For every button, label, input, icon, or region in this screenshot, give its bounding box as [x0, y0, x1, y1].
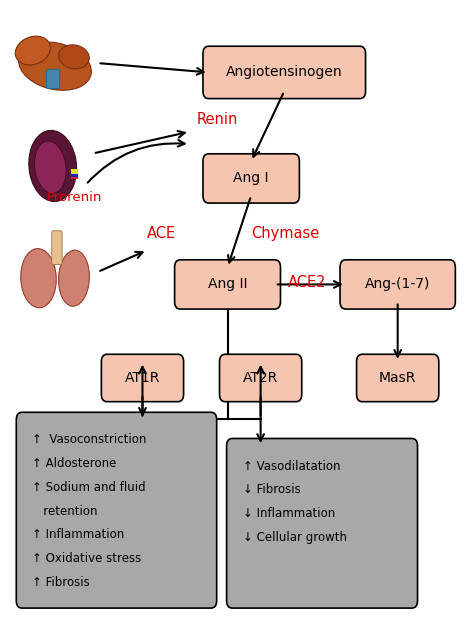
Bar: [71, 172, 78, 176]
Text: ACE2: ACE2: [288, 275, 326, 290]
Text: ↑  Vasoconstriction: ↑ Vasoconstriction: [32, 434, 147, 446]
Text: retention: retention: [32, 504, 98, 518]
FancyBboxPatch shape: [227, 439, 418, 608]
FancyBboxPatch shape: [203, 46, 365, 99]
Text: ↓ Fibrosis: ↓ Fibrosis: [243, 483, 301, 496]
Ellipse shape: [35, 141, 66, 193]
Text: Prorenin: Prorenin: [46, 191, 101, 204]
Bar: [71, 169, 78, 174]
Text: AT1R: AT1R: [125, 371, 160, 385]
Text: ↑ Oxidative stress: ↑ Oxidative stress: [32, 552, 142, 565]
FancyBboxPatch shape: [356, 354, 439, 402]
FancyBboxPatch shape: [101, 354, 183, 402]
FancyBboxPatch shape: [52, 231, 62, 264]
Bar: [71, 174, 78, 179]
Text: Ang I: Ang I: [233, 171, 269, 186]
Text: Angiotensinogen: Angiotensinogen: [226, 66, 343, 79]
Text: ↑ Aldosterone: ↑ Aldosterone: [32, 457, 117, 470]
Ellipse shape: [58, 250, 90, 306]
Text: ↑ Vasodilatation: ↑ Vasodilatation: [243, 459, 340, 472]
Text: ↑ Sodium and fluid: ↑ Sodium and fluid: [32, 481, 146, 494]
FancyBboxPatch shape: [203, 154, 300, 203]
Text: ↓ Inflammation: ↓ Inflammation: [243, 507, 335, 520]
FancyBboxPatch shape: [340, 260, 456, 309]
Text: MasR: MasR: [379, 371, 416, 385]
Ellipse shape: [29, 131, 77, 201]
Text: Renin: Renin: [197, 112, 238, 127]
Ellipse shape: [21, 249, 56, 308]
Text: ↑ Inflammation: ↑ Inflammation: [32, 528, 125, 541]
Text: Chymase: Chymase: [251, 226, 319, 241]
Text: Ang-(1-7): Ang-(1-7): [365, 278, 430, 291]
FancyBboxPatch shape: [16, 412, 217, 608]
Ellipse shape: [59, 45, 89, 69]
Text: AT2R: AT2R: [243, 371, 278, 385]
FancyBboxPatch shape: [46, 69, 60, 89]
Text: Ang II: Ang II: [208, 278, 247, 291]
FancyBboxPatch shape: [174, 260, 281, 309]
FancyBboxPatch shape: [219, 354, 302, 402]
Ellipse shape: [18, 42, 91, 90]
Text: ↑ Fibrosis: ↑ Fibrosis: [32, 576, 90, 589]
Ellipse shape: [15, 36, 50, 65]
Text: ↓ Cellular growth: ↓ Cellular growth: [243, 531, 346, 544]
Text: ACE: ACE: [147, 226, 176, 241]
